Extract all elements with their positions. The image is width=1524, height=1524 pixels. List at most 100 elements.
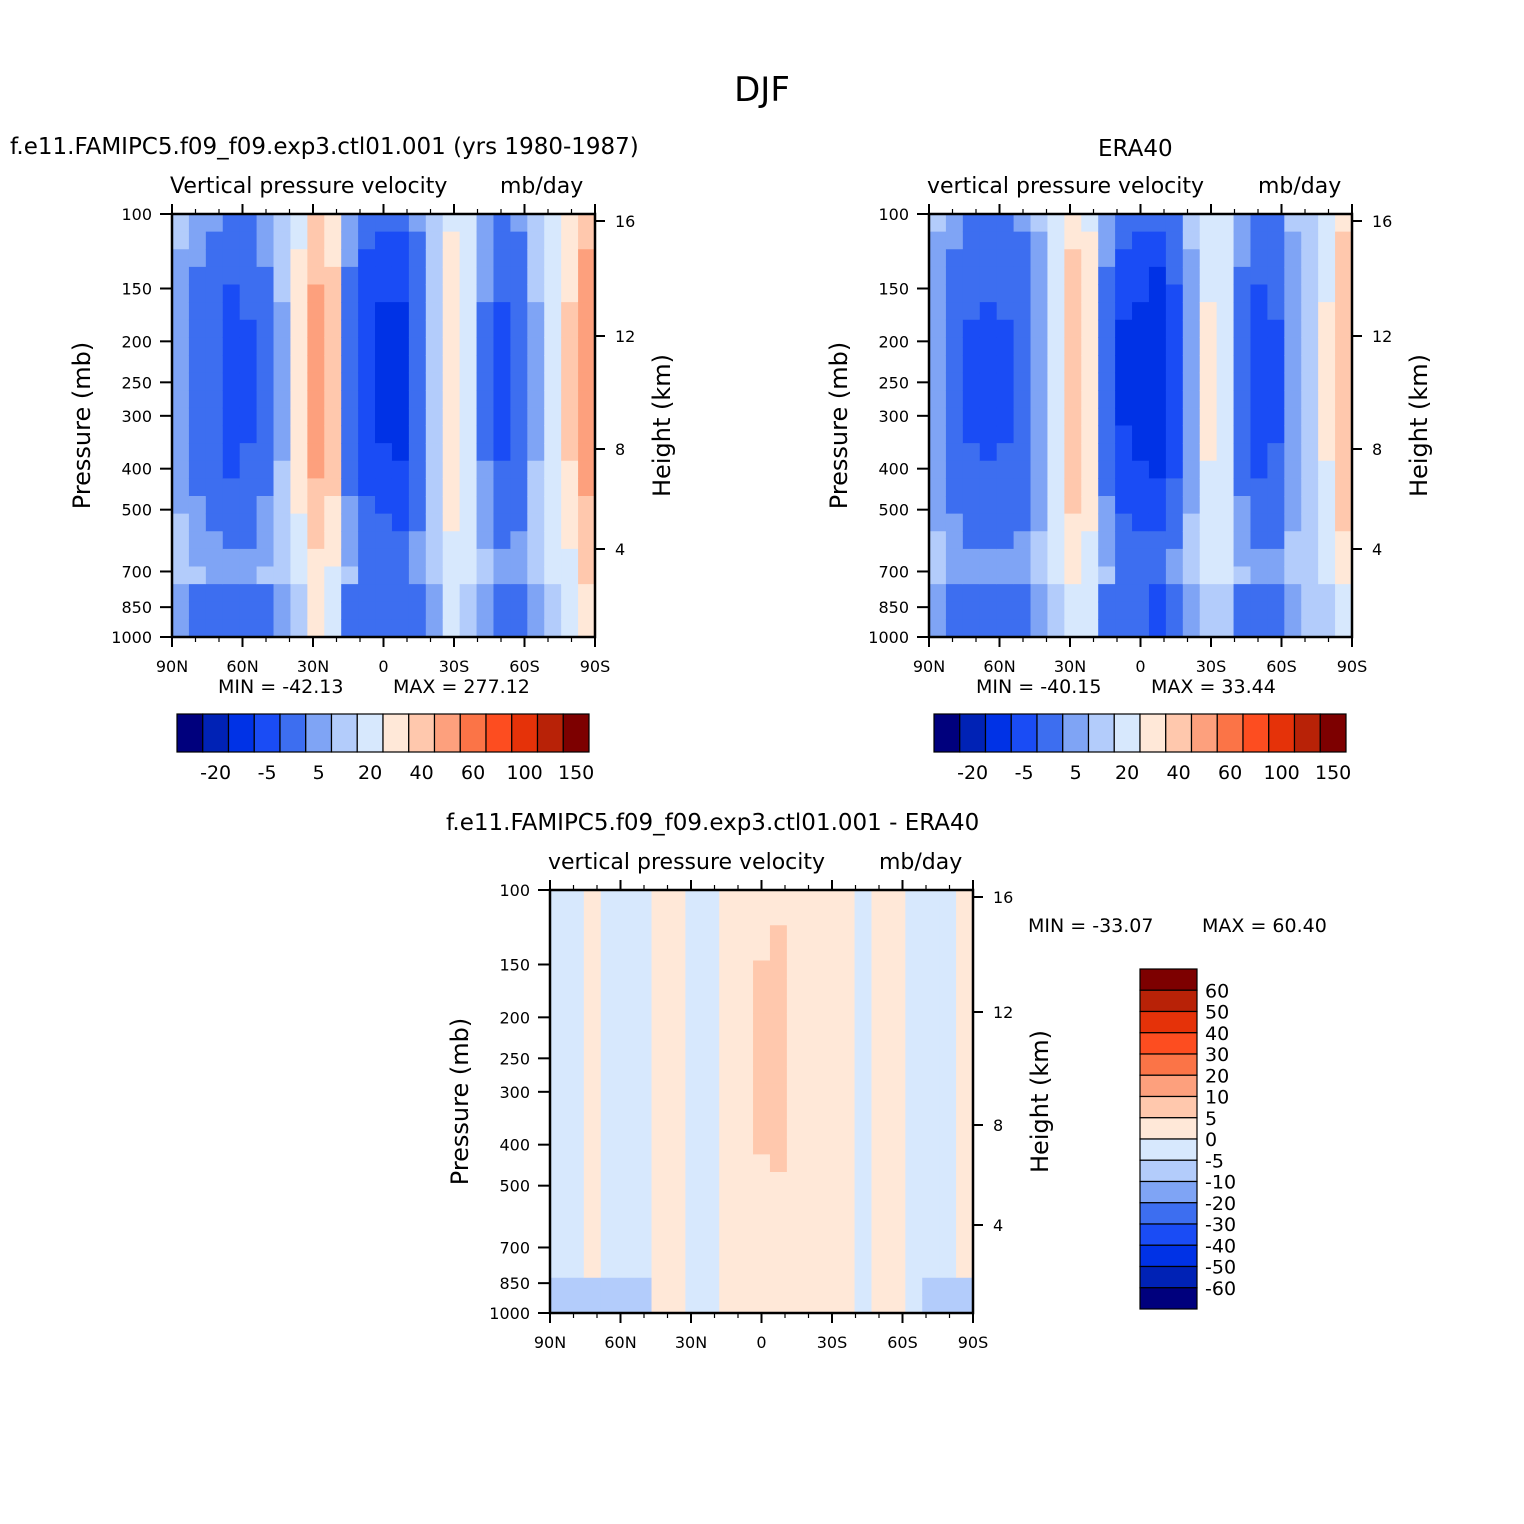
contour-cell <box>871 1136 889 1155</box>
contour-cell <box>1301 302 1319 321</box>
contour-cell <box>172 513 190 532</box>
contour-cell <box>600 1189 619 1208</box>
contour-cell <box>1030 266 1049 286</box>
contour-cell <box>1301 266 1319 286</box>
contour-cell <box>273 319 292 338</box>
contour-cell <box>205 425 224 444</box>
contour-cell <box>945 284 964 303</box>
contour-cell <box>617 960 636 979</box>
y-axis-label: Pressure (mb) <box>68 342 96 509</box>
contour-cell <box>442 443 461 462</box>
contour-cell <box>1284 390 1302 409</box>
contour-cell <box>1318 460 1336 479</box>
obs-max-label: MAX = 33.44 <box>1151 676 1276 698</box>
contour-cell <box>476 619 495 638</box>
contour-cell <box>561 231 579 250</box>
contour-cell <box>1182 443 1201 462</box>
contour-cell <box>222 548 241 568</box>
contour-cell <box>375 407 393 427</box>
contour-cell <box>476 355 495 374</box>
contour-cell <box>617 1189 636 1208</box>
contour-cell <box>1081 460 1099 479</box>
contour-cell <box>634 890 653 909</box>
contour-cell <box>769 1242 788 1261</box>
contour-cell <box>1047 302 1065 321</box>
contour-cell <box>871 1172 889 1191</box>
contour-cell <box>1098 319 1116 338</box>
contour-cell <box>854 1260 873 1279</box>
contour-cell <box>651 1154 670 1173</box>
contour-cell <box>566 1154 585 1173</box>
contour-cell <box>188 407 207 427</box>
contour-cell <box>544 407 562 427</box>
contour-cell <box>561 566 579 585</box>
contour-cell <box>578 460 596 479</box>
height-tick-label: 16 <box>615 212 635 231</box>
contour-cell <box>1030 302 1049 321</box>
contour-cell <box>341 266 359 286</box>
contour-cell <box>956 1207 974 1226</box>
x-tick-label: 0 <box>756 1333 766 1352</box>
contour-cell <box>962 249 981 268</box>
contour-cell <box>1216 460 1235 479</box>
contour-cell <box>1216 284 1235 303</box>
contour-cell <box>600 978 619 997</box>
contour-cell <box>702 1242 720 1261</box>
contour-cell <box>871 1154 889 1173</box>
colorbar-swatch <box>1139 989 1198 1013</box>
contour-cell <box>1064 443 1082 462</box>
contour-cell <box>375 214 393 233</box>
contour-cell <box>1047 407 1065 427</box>
contour-cell <box>561 619 579 638</box>
contour-cell <box>493 355 511 374</box>
contour-cell <box>527 619 545 638</box>
colorbar-label: -50 <box>1205 1257 1236 1279</box>
contour-cell <box>1132 231 1150 250</box>
contour-cell <box>871 1189 889 1208</box>
contour-cell <box>1165 266 1184 286</box>
contour-cell <box>510 249 528 268</box>
contour-cell <box>786 1101 805 1120</box>
contour-cell <box>1013 266 1032 286</box>
contour-cell <box>1047 355 1065 374</box>
contour-cell <box>1250 619 1268 638</box>
contour-cell <box>1318 548 1336 568</box>
contour-cell <box>172 372 190 391</box>
contour-cell <box>753 1101 771 1120</box>
contour-cell <box>820 1189 839 1208</box>
contour-cell <box>493 231 511 250</box>
contour-cell <box>1081 531 1099 550</box>
contour-cell <box>769 925 788 944</box>
contour-cell <box>753 907 771 926</box>
contour-cell <box>527 496 545 515</box>
contour-cell <box>905 1119 923 1138</box>
contour-cell <box>736 1260 754 1279</box>
contour-cell <box>888 1189 906 1208</box>
contour-cell <box>1233 372 1252 391</box>
contour-cell <box>239 548 258 568</box>
contour-cell <box>1148 407 1167 427</box>
contour-cell <box>476 513 495 532</box>
contour-cell <box>550 1083 568 1103</box>
contour-cell <box>753 1242 771 1261</box>
contour-cell <box>651 1136 670 1155</box>
contour-cell <box>1267 619 1285 638</box>
contour-cell <box>188 302 207 321</box>
colorbar-label: -20 <box>957 762 988 784</box>
contour-cell <box>736 1154 754 1173</box>
contour-cell <box>566 1119 585 1138</box>
contour-cell <box>527 337 545 356</box>
x-tick-label: 0 <box>1135 657 1145 676</box>
contour-cell <box>442 319 461 338</box>
contour-cell <box>425 214 444 233</box>
contour-cell <box>442 548 461 568</box>
contour-cell <box>962 619 981 638</box>
contour-cell <box>1199 337 1218 356</box>
contour-cell <box>324 443 342 462</box>
contour-cell <box>408 302 427 321</box>
contour-cell <box>1047 231 1065 250</box>
contour-cell <box>736 890 754 909</box>
contour-cell <box>1030 601 1049 620</box>
contour-cell <box>837 1101 856 1120</box>
contour-cell <box>1081 443 1099 462</box>
